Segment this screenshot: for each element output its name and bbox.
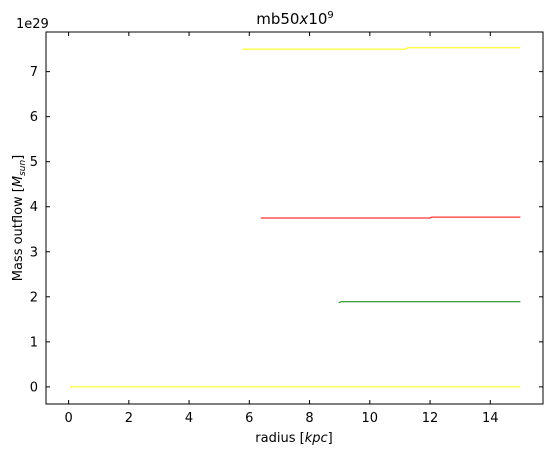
x-tick-label: 14 bbox=[482, 411, 499, 426]
y-offset-label: 1e29 bbox=[16, 17, 49, 32]
y-tick-label: 6 bbox=[30, 110, 38, 125]
plot-frame bbox=[45, 31, 544, 405]
x-tick-label: 4 bbox=[185, 411, 193, 426]
x-axis-title-unit: kpc bbox=[305, 431, 328, 446]
y-tick-label: 5 bbox=[30, 155, 38, 170]
series-line-2 bbox=[338, 301, 521, 304]
series-line-3 bbox=[260, 216, 521, 219]
y-axis-title-unit: M bbox=[11, 176, 26, 187]
x-tick-label: 6 bbox=[245, 411, 253, 426]
x-tick-label: 8 bbox=[305, 411, 313, 426]
y-axis-title-text: Mass outflow [ bbox=[11, 187, 26, 281]
y-tick-label: 7 bbox=[30, 65, 38, 80]
x-axis-title: radius [kpc] bbox=[255, 431, 332, 446]
y-axis-title-close: ] bbox=[11, 155, 26, 160]
x-axis-title-close: ] bbox=[328, 431, 333, 446]
x-tick-label: 2 bbox=[125, 411, 133, 426]
chart-title-italic: x bbox=[298, 10, 308, 28]
chart-title: mb50x109 bbox=[256, 10, 334, 28]
y-tick-label: 1 bbox=[30, 335, 38, 350]
x-tick-label: 0 bbox=[64, 411, 72, 426]
y-axis-title: Mass outflow [Msun] bbox=[11, 155, 28, 282]
y-tick-label: 4 bbox=[30, 200, 38, 215]
series-line-4 bbox=[242, 47, 521, 50]
y-tick-label: 2 bbox=[30, 290, 38, 305]
series-layer bbox=[70, 47, 521, 388]
x-tick-label: 12 bbox=[422, 411, 439, 426]
chart-title-number: 10 bbox=[308, 10, 327, 28]
chart-title-base: mb50 bbox=[256, 10, 299, 28]
x-tick-label: 10 bbox=[362, 411, 379, 426]
y-tick-label: 3 bbox=[30, 245, 38, 260]
y-axis-title-subscript: sun bbox=[18, 160, 28, 176]
y-tick-label: 0 bbox=[30, 380, 38, 395]
chart-title-exponent: 9 bbox=[327, 10, 333, 21]
x-axis-title-text: radius [ bbox=[255, 431, 304, 446]
